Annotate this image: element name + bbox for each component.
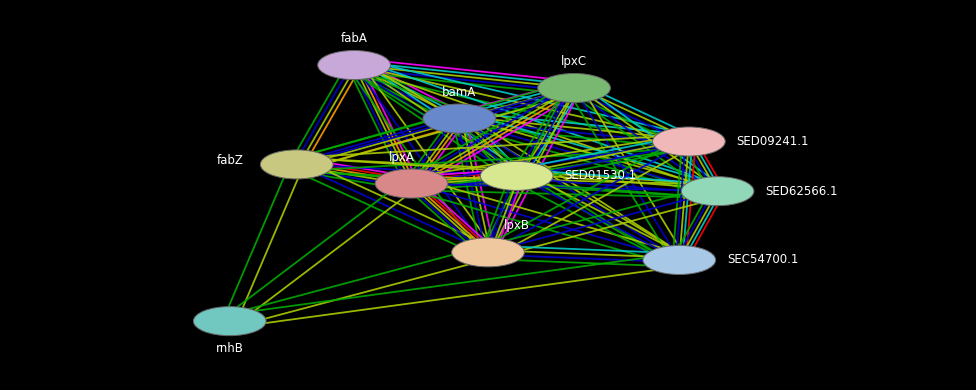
Circle shape [538,73,610,103]
Circle shape [681,177,753,206]
Text: SED01530.1: SED01530.1 [564,169,636,183]
Circle shape [480,161,553,190]
Text: lpxB: lpxB [504,220,530,232]
Circle shape [318,51,390,80]
Text: SED62566.1: SED62566.1 [765,185,837,198]
Circle shape [193,307,266,336]
Circle shape [423,104,496,133]
Circle shape [643,245,715,275]
Text: lpxA: lpxA [389,151,415,164]
Circle shape [452,238,524,267]
Text: bamA: bamA [442,86,476,99]
Text: lpxC: lpxC [561,55,588,68]
Circle shape [653,127,725,156]
Text: fabA: fabA [341,32,368,45]
Text: SED09241.1: SED09241.1 [737,135,809,148]
Text: rnhB: rnhB [216,342,244,355]
Circle shape [375,169,448,198]
Text: fabZ: fabZ [218,154,244,167]
Text: SEC54700.1: SEC54700.1 [727,254,798,266]
Circle shape [261,150,333,179]
